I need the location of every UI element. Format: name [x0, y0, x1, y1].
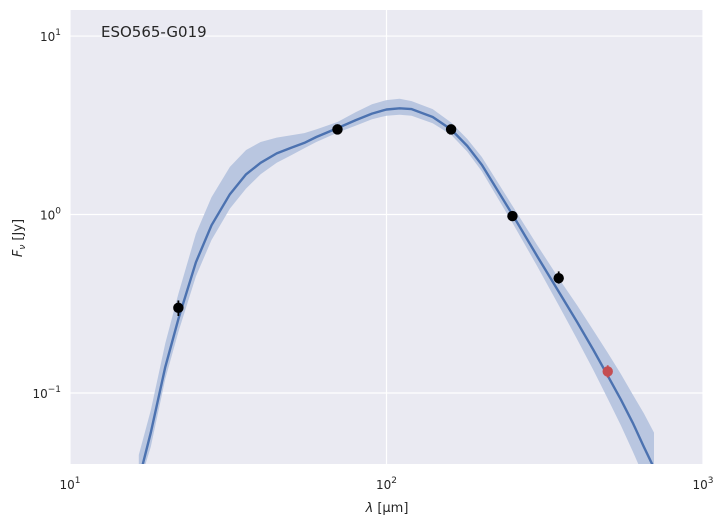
x-tick-label: 101: [59, 476, 80, 492]
y-tick-label: 101: [40, 28, 61, 44]
y-axis-subscript: ν: [18, 245, 28, 250]
y-tick-exponent: 0: [55, 207, 61, 217]
y-tick-exponent: −1: [48, 385, 61, 395]
x-tick-label: 102: [376, 476, 397, 492]
detection-point: [173, 300, 184, 317]
y-axis-unit: [Jy]: [11, 219, 26, 241]
model-uncertainty-band: [138, 98, 654, 464]
detection-point: [445, 124, 457, 135]
x-tick-exponent: 1: [75, 476, 81, 486]
y-tick-base: 10: [40, 209, 55, 223]
x-axis-label: λ [μm]: [365, 501, 409, 516]
detection-point-marker: [553, 272, 564, 284]
detection-point-marker: [445, 124, 457, 135]
excluded-point: [602, 365, 613, 378]
y-tick-base: 10: [32, 387, 47, 401]
y-axis-symbol: F: [11, 249, 26, 257]
grid-lines: [69, 10, 704, 464]
detection-point-marker: [507, 210, 518, 222]
x-tick-label: 103: [692, 476, 713, 492]
excluded-point-marker: [602, 366, 613, 377]
x-axis-unit: [μm]: [377, 501, 408, 516]
y-tick-base: 10: [40, 30, 55, 44]
detection-point: [332, 124, 343, 135]
detection-point-marker: [173, 302, 184, 314]
x-tick-exponent: 3: [708, 476, 714, 486]
x-axis-symbol: λ: [365, 501, 374, 516]
y-tick-exponent: 1: [55, 28, 61, 38]
x-tick-base: 10: [376, 478, 391, 492]
x-tick-exponent: 2: [391, 476, 397, 486]
y-tick-label: 100: [40, 207, 61, 223]
detection-point-marker: [332, 124, 343, 135]
y-axis-label: Fν [Jy]: [11, 219, 28, 257]
galaxy-name-annotation: ESO565-G019: [101, 23, 207, 41]
x-tick-base: 10: [59, 478, 74, 492]
x-tick-base: 10: [692, 478, 707, 492]
detection-point: [553, 271, 564, 284]
y-tick-label: 10−1: [32, 385, 61, 401]
model-sed-curve: [141, 107, 654, 464]
data-points: [173, 124, 613, 378]
detection-point: [507, 210, 518, 222]
